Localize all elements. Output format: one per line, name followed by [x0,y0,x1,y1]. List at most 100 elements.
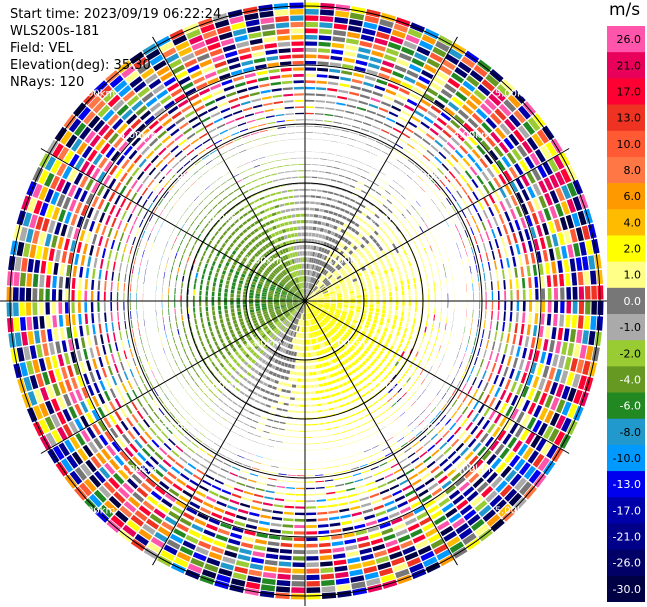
ray-cell [533,404,543,418]
ray-cell [514,425,525,438]
ray-cell [430,328,433,335]
ray-cell [455,132,465,142]
ray-cell [338,174,345,178]
ray-cell [336,306,342,309]
ray-cell [305,391,310,395]
ray-cell [416,46,431,57]
ray-cell [98,85,113,99]
ray-cell [448,170,456,179]
ray-cell [103,302,106,312]
ray-cell [422,522,435,532]
ray-cell [114,194,121,205]
ray-cell [152,261,155,269]
ray-cell [512,357,519,369]
ray-cell [200,341,205,347]
ray-cell [169,389,174,397]
ray-cell [327,159,335,162]
ray-cell [441,338,444,345]
ray-cell [227,362,233,368]
ray-cell [95,509,110,523]
ray-cell [125,188,132,199]
ray-cell [50,413,61,428]
ray-cell [318,35,332,41]
ray-cell [401,110,412,117]
ray-cell [226,477,236,483]
ray-cell [267,301,273,303]
ray-cell [356,431,364,435]
ray-cell [572,286,578,300]
ray-cell [415,405,421,411]
ray-cell [370,218,376,224]
ray-cell [219,407,225,412]
ray-cell [395,528,408,537]
ray-cell [352,419,359,423]
ray-cell [295,305,301,310]
ray-cell [310,270,313,276]
ray-cell [477,212,483,222]
ray-cell [89,371,96,383]
ray-cell [440,212,446,220]
ray-cell [274,447,282,449]
ray-cell [440,286,442,294]
ray-cell [443,330,446,338]
ray-cell [158,463,168,473]
ray-cell [13,317,20,332]
ray-cell [322,215,328,220]
ray-cell [426,392,431,399]
ray-cell [327,339,333,344]
ray-cell [336,275,342,280]
ray-cell [317,304,324,307]
ray-cell [410,137,419,145]
ray-cell [317,296,324,299]
ray-cell [151,370,156,378]
ray-cell [231,250,237,255]
ray-cell [280,542,293,548]
ray-cell [540,313,545,325]
ray-cell [293,296,299,299]
ray-cell [446,396,452,404]
ray-cell [301,365,305,370]
ray-cell [499,389,507,401]
ray-cell [504,211,511,222]
ray-cell [352,587,368,596]
ray-cell [361,266,366,272]
ray-cell [426,382,431,389]
ray-cell [38,288,44,301]
ray-cell [239,548,252,555]
ray-cell [258,356,263,362]
ray-cell [308,306,313,311]
ray-cell [364,273,369,278]
ray-cell [375,242,381,248]
ray-cell [308,333,311,339]
ray-cell [185,379,190,386]
ray-cell [528,312,532,324]
ray-cell [256,310,262,314]
ray-cell [583,271,591,285]
ray-cell [108,495,122,509]
ray-cell [207,422,214,427]
ray-cell [163,544,178,556]
ray-cell [92,423,102,436]
ray-cell [549,205,558,219]
ray-cell [272,399,279,404]
ray-cell [281,455,289,456]
ray-cell [218,452,226,458]
ray-cell [573,343,581,358]
ray-cell [348,346,354,352]
ray-cell [309,378,314,382]
ray-cell [293,549,305,555]
ray-cell [571,315,578,329]
ray-cell [230,578,246,587]
ray-cell [74,122,87,137]
ray-cell [305,132,313,133]
ray-cell [268,477,277,481]
ray-cell [328,251,333,256]
ray-cell [385,274,390,279]
ray-cell [431,449,440,457]
ray-cell [27,391,38,406]
ray-cell [296,352,300,357]
ray-cell [132,491,145,503]
ray-cell [351,275,357,280]
ray-cell [358,379,364,385]
ray-cell [333,271,339,277]
